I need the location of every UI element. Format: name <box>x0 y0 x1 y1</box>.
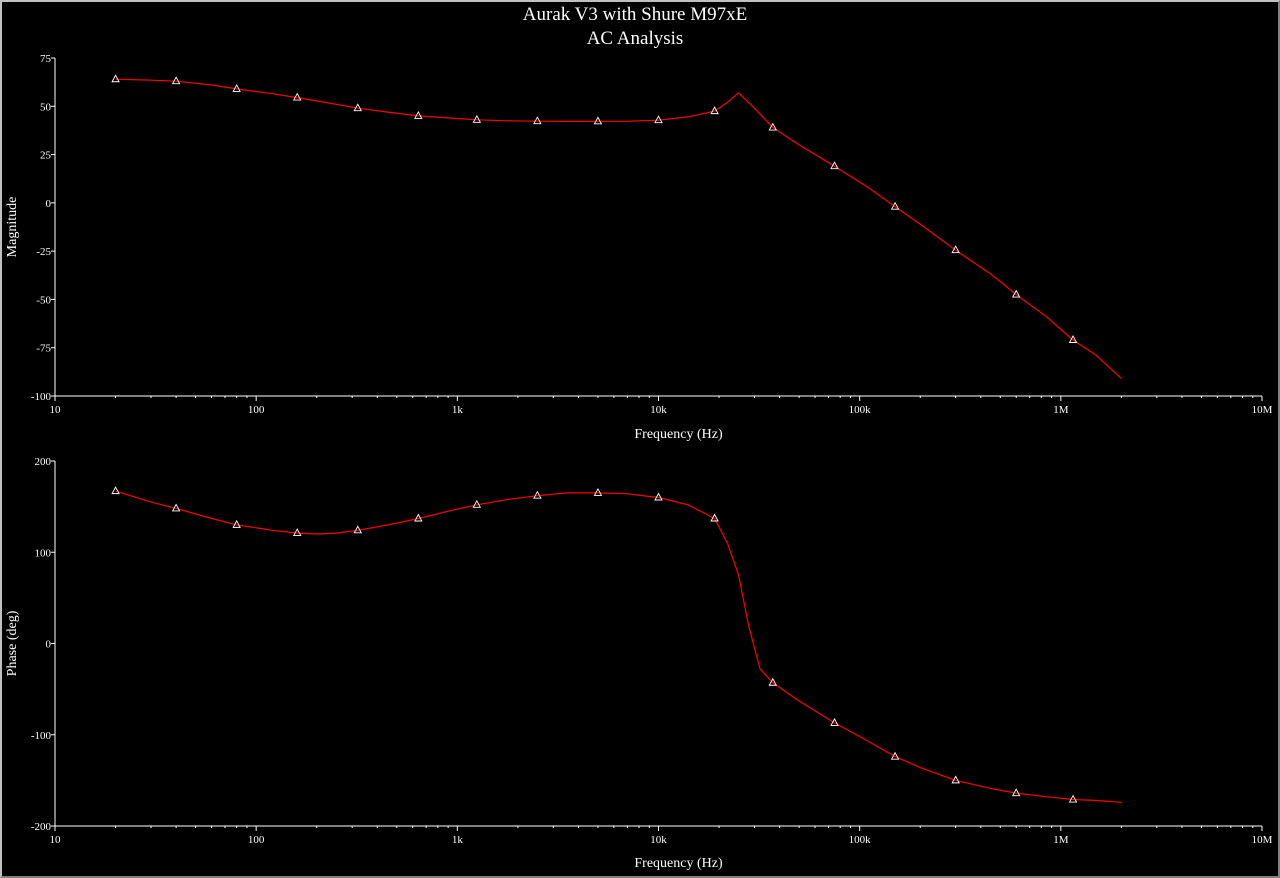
phase-marker <box>232 519 241 528</box>
magnitude-marker <box>890 201 900 210</box>
phase-marker <box>533 490 542 499</box>
magnitude-marker <box>472 114 482 123</box>
phase-marker <box>593 487 603 496</box>
phase-marker <box>171 503 181 512</box>
phase-marker <box>890 751 900 760</box>
magnitude-y-tick-label: -100 <box>31 391 52 403</box>
phase-y-tick-label: 200 <box>35 456 52 468</box>
magnitude-x-tick-label: 10M <box>1252 404 1273 416</box>
phase-x-tick-label: 1k <box>452 834 464 846</box>
phase-x-tick-label: 10 <box>50 834 62 846</box>
chart-subtitle: AC Analysis <box>587 28 684 49</box>
phase-marker <box>768 677 778 686</box>
phase-marker <box>353 525 363 534</box>
phase-marker <box>951 775 960 784</box>
magnitude-trace <box>115 78 1122 380</box>
phase-x-tick-label: 10M <box>1252 834 1273 846</box>
phase-x-tick-label: 10k <box>650 834 667 846</box>
phase-marker <box>710 513 719 522</box>
phase-y-tick-label: -100 <box>31 730 52 742</box>
phase-marker <box>1011 788 1021 797</box>
phase-marker <box>292 528 302 537</box>
magnitude-x-axis-label: Frequency (Hz) <box>634 427 723 442</box>
phase-y-tick-label: 0 <box>46 639 52 651</box>
phase-marker <box>654 492 663 501</box>
magnitude-y-tick-label: 0 <box>46 198 52 210</box>
magnitude-y-tick-label: -25 <box>36 246 51 258</box>
phase-marker <box>111 486 120 495</box>
magnitude-x-tick-label: 1k <box>452 404 464 416</box>
magnitude-marker <box>111 74 120 83</box>
phase-y-tick-label: 100 <box>35 547 52 559</box>
magnitude-marker <box>171 76 181 85</box>
magnitude-marker <box>414 110 423 119</box>
magnitude-x-tick-label: 100k <box>849 404 872 416</box>
magnitude-x-tick-label: 100 <box>248 404 265 416</box>
magnitude-y-tick-label: 75 <box>40 53 52 65</box>
magnitude-y-tick-label: -50 <box>36 294 51 306</box>
magnitude-marker <box>593 116 603 125</box>
phase-marker <box>414 513 423 522</box>
magnitude-marker <box>768 122 778 131</box>
magnitude-marker <box>232 83 241 92</box>
magnitude-marker <box>710 106 719 115</box>
magnitude-marker <box>830 161 839 170</box>
phase-y-tick-label: -200 <box>31 821 52 833</box>
phase-marker <box>472 499 482 508</box>
magnitude-x-tick-label: 10 <box>50 404 62 416</box>
magnitude-marker <box>533 116 542 125</box>
magnitude-y-tick-label: -75 <box>36 343 51 355</box>
phase-y-axis-label: Phase (deg) <box>5 610 20 676</box>
phase-trace <box>115 490 1122 803</box>
phase-marker <box>1068 794 1078 803</box>
chart-title: Aurak V3 with Shure M97xE <box>523 4 747 25</box>
magnitude-marker <box>654 115 663 124</box>
magnitude-x-tick-label: 1M <box>1053 404 1069 416</box>
phase-x-axis-label: Frequency (Hz) <box>634 856 723 871</box>
magnitude-y-tick-label: 25 <box>40 150 52 162</box>
magnitude-y-tick-label: 50 <box>40 101 52 113</box>
magnitude-y-axis-label: Magnitude <box>5 197 20 258</box>
magnitude-marker <box>1068 335 1078 343</box>
magnitude-marker <box>1011 289 1021 298</box>
magnitude-marker <box>292 92 302 101</box>
magnitude-x-tick-label: 10k <box>650 404 667 416</box>
phase-marker <box>830 717 839 726</box>
magnitude-marker <box>353 103 363 112</box>
magnitude-marker <box>951 245 960 254</box>
phase-x-tick-label: 100 <box>248 834 265 846</box>
phase-x-tick-label: 1M <box>1053 834 1069 846</box>
phase-x-tick-label: 100k <box>849 834 872 846</box>
